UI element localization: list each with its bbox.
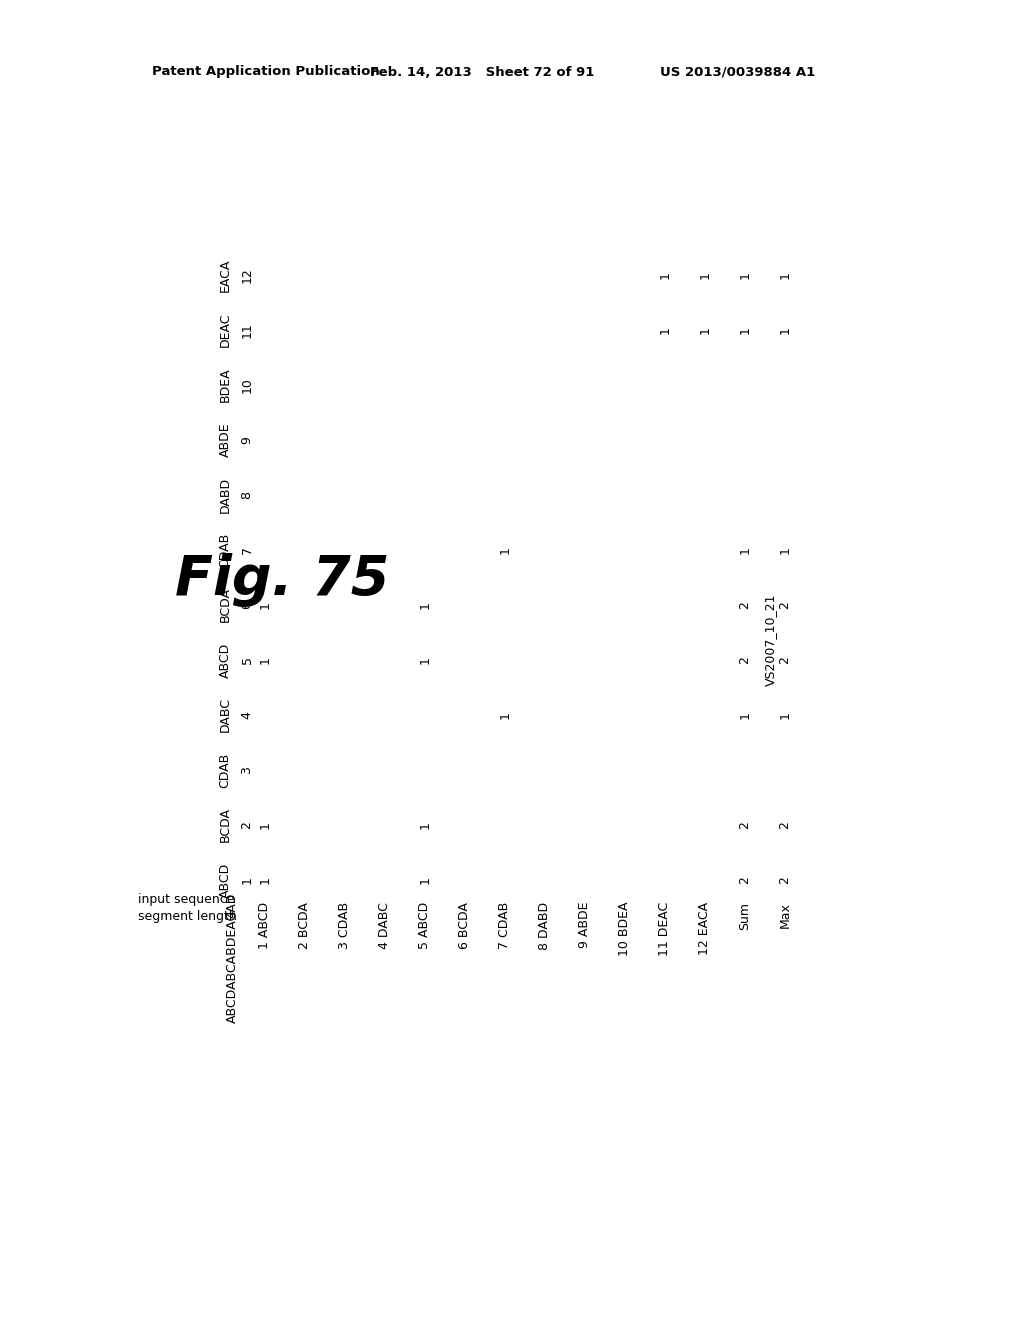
- Text: 5 ABCD: 5 ABCD: [419, 902, 431, 949]
- Text: 1: 1: [698, 326, 712, 334]
- Text: 1: 1: [258, 821, 271, 829]
- Text: 1: 1: [241, 876, 254, 884]
- Text: 1: 1: [499, 711, 512, 719]
- Text: 1: 1: [738, 711, 752, 719]
- Text: 2: 2: [241, 821, 254, 829]
- Text: 9: 9: [241, 436, 254, 444]
- Text: 1: 1: [738, 546, 752, 554]
- Text: Patent Application Publication: Patent Application Publication: [152, 66, 380, 78]
- Text: 1: 1: [419, 656, 431, 664]
- Text: 1: 1: [778, 326, 792, 334]
- Text: 1: 1: [658, 326, 672, 334]
- Text: CDAB: CDAB: [218, 532, 231, 568]
- Text: BCDA: BCDA: [218, 808, 231, 842]
- Text: DABC: DABC: [218, 697, 231, 733]
- Text: CDAB: CDAB: [218, 752, 231, 788]
- Text: segment length: segment length: [138, 909, 237, 923]
- Text: VS2007_10_21: VS2007_10_21: [764, 594, 776, 686]
- Text: ABCD: ABCD: [218, 643, 231, 677]
- Text: 9 ABDE: 9 ABDE: [579, 902, 592, 949]
- Text: 4: 4: [225, 909, 239, 917]
- Text: 10: 10: [241, 378, 254, 393]
- Text: EACA: EACA: [218, 259, 231, 292]
- Text: Fig. 75: Fig. 75: [175, 553, 389, 607]
- Text: 1: 1: [658, 271, 672, 279]
- Text: Sum: Sum: [738, 902, 752, 931]
- Text: 12 EACA: 12 EACA: [698, 902, 712, 956]
- Text: 1: 1: [778, 271, 792, 279]
- Text: 1: 1: [419, 876, 431, 884]
- Text: 1: 1: [778, 546, 792, 554]
- Text: Max: Max: [778, 902, 792, 928]
- Text: 8: 8: [241, 491, 254, 499]
- Text: 11 DEAC: 11 DEAC: [658, 902, 672, 956]
- Text: input sequence: input sequence: [138, 894, 234, 906]
- Text: 1: 1: [419, 821, 431, 829]
- Text: 1: 1: [778, 711, 792, 719]
- Text: 12: 12: [241, 267, 254, 282]
- Text: 2: 2: [778, 656, 792, 664]
- Text: 1: 1: [258, 876, 271, 884]
- Text: ABDE: ABDE: [218, 422, 231, 457]
- Text: 2 BCDA: 2 BCDA: [299, 902, 311, 949]
- Text: 1 ABCD: 1 ABCD: [258, 902, 271, 949]
- Text: 2: 2: [778, 876, 792, 884]
- Text: 4: 4: [241, 711, 254, 719]
- Text: 6: 6: [241, 601, 254, 609]
- Text: 3: 3: [241, 766, 254, 774]
- Text: 1: 1: [698, 271, 712, 279]
- Text: 1: 1: [499, 546, 512, 554]
- Text: 1: 1: [419, 601, 431, 609]
- Text: 2: 2: [778, 601, 792, 609]
- Text: 2: 2: [738, 601, 752, 609]
- Text: 2: 2: [738, 656, 752, 664]
- Text: DEAC: DEAC: [218, 313, 231, 347]
- Text: 8 DABD: 8 DABD: [539, 902, 552, 950]
- Text: 1: 1: [738, 271, 752, 279]
- Text: 7: 7: [241, 546, 254, 554]
- Text: 1: 1: [258, 601, 271, 609]
- Text: 2: 2: [738, 821, 752, 829]
- Text: 3 CDAB: 3 CDAB: [339, 902, 351, 949]
- Text: 7 CDAB: 7 CDAB: [499, 902, 512, 949]
- Text: 5: 5: [241, 656, 254, 664]
- Text: 11: 11: [241, 322, 254, 338]
- Text: BDEA: BDEA: [218, 368, 231, 403]
- Text: ABCDABCABDEACAD: ABCDABCABDEACAD: [225, 894, 239, 1023]
- Text: BCDA: BCDA: [218, 587, 231, 623]
- Text: Feb. 14, 2013   Sheet 72 of 91: Feb. 14, 2013 Sheet 72 of 91: [370, 66, 594, 78]
- Text: 6 BCDA: 6 BCDA: [459, 902, 471, 949]
- Text: 2: 2: [778, 821, 792, 829]
- Text: DABD: DABD: [218, 477, 231, 513]
- Text: 2: 2: [738, 876, 752, 884]
- Text: 4 DABC: 4 DABC: [379, 902, 391, 949]
- Text: 1: 1: [738, 326, 752, 334]
- Text: 10 BDEA: 10 BDEA: [618, 902, 632, 957]
- Text: US 2013/0039884 A1: US 2013/0039884 A1: [660, 66, 815, 78]
- Text: ABCD: ABCD: [218, 862, 231, 898]
- Text: 1: 1: [258, 656, 271, 664]
